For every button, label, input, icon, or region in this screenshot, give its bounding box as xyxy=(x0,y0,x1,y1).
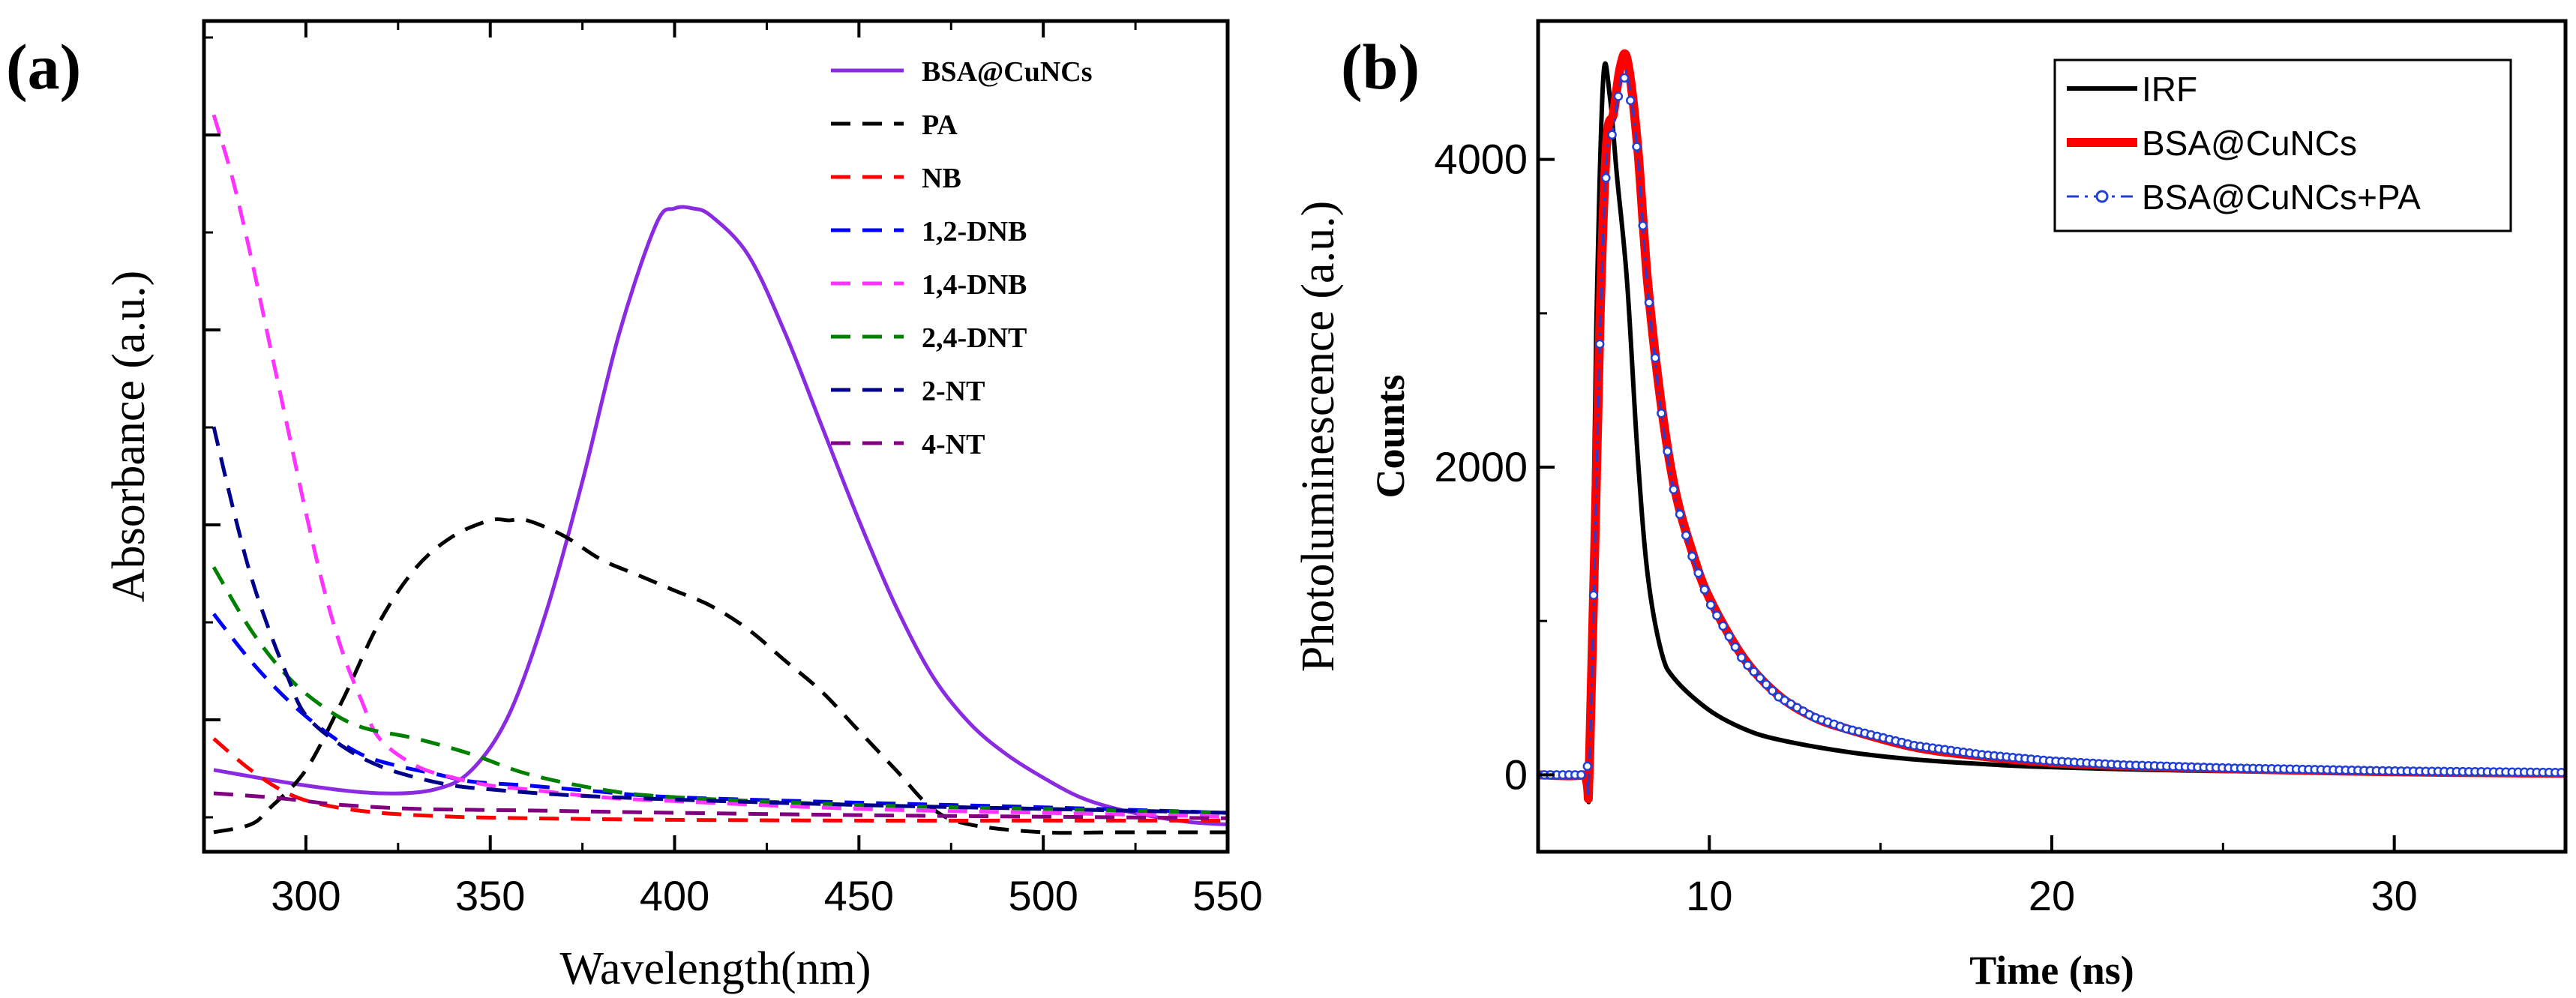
series-marker-bsa-cuncs-pa xyxy=(1594,339,1605,349)
series-marker-bsa-cuncs-pa xyxy=(1657,408,1666,418)
series-marker-bsa-cuncs-pa xyxy=(1737,652,1747,663)
panel-a-series-group xyxy=(211,114,1228,835)
legend-label-pa: PA xyxy=(922,109,958,141)
series-marker-bsa-cuncs-pa xyxy=(1576,770,1586,780)
x-tick-label-300: 300 xyxy=(271,872,340,919)
panel-b-series-group xyxy=(1538,49,2566,805)
legend-label-1-2-dnb: 1,2-DNB xyxy=(922,216,1027,247)
legend-label-bsa-cuncs-pa: BSA@CuNCs+PA xyxy=(2142,178,2421,217)
x-tick-label-20: 20 xyxy=(2029,872,2075,919)
panel-a-y-axis-label: Absorbance (a.u.) xyxy=(103,271,154,602)
series-line-2-nt xyxy=(211,426,1228,815)
x-tick-label-400: 400 xyxy=(640,872,709,919)
panel-b-x-axis-label: Time (ns) xyxy=(1969,948,2134,993)
y-tick-label-0: 0 xyxy=(1504,751,1528,798)
series-marker-bsa-cuncs-pa xyxy=(1681,530,1691,541)
panel-a-legend: BSA@CuNCs PA NB 1,2-DNB 1,4-DNB 2,4-DNT 2-NT 4-… xyxy=(831,56,1093,460)
x-tick-label-30: 30 xyxy=(2371,872,2418,919)
panel-b-label: (b) xyxy=(1341,31,1420,103)
series-line-nb xyxy=(212,737,1228,823)
series-marker-bsa-cuncs-pa xyxy=(1669,484,1679,495)
series-marker-bsa-cuncs-pa xyxy=(1663,446,1672,457)
panel-b-axes: 10 20 30 0 2000 4000 xyxy=(1434,136,2567,919)
series-marker-bsa-cuncs-pa xyxy=(1675,509,1685,520)
series-marker-bsa-cuncs-pa xyxy=(1749,667,1759,676)
series-marker-bsa-cuncs-pa xyxy=(1755,673,1765,683)
panel-b-legend: IRF BSA@CuNCs BSA@CuNCs+PA xyxy=(2053,58,2512,232)
panel-a-plot-frame xyxy=(202,19,1230,854)
panel-a: (a) 300 350 400 450 500 550 Wavelength(nm) Ab… xyxy=(6,19,1263,994)
series-marker-bsa-cuncs-pa xyxy=(1632,142,1642,151)
panel-b-y-axis-label: Counts xyxy=(1368,374,1413,498)
series-marker-bsa-cuncs-pa xyxy=(1712,610,1722,621)
series-marker-bsa-cuncs-pa xyxy=(1644,298,1654,307)
legend-label-4-nt: 4-NT xyxy=(922,429,985,460)
legend-label-bsa-cuncs: BSA@CuNCs xyxy=(922,56,1093,88)
x-tick-label-500: 500 xyxy=(1008,872,1078,919)
panel-b: (b) 10 20 30 0 2000 4000 Time (ns) Counts Pho… xyxy=(1293,19,2568,993)
series-marker-bsa-cuncs-pa xyxy=(1601,173,1611,183)
panel-a-axes: 300 350 400 450 500 550 xyxy=(204,21,1263,919)
series-marker-bsa-cuncs-pa xyxy=(1761,679,1771,689)
series-marker-bsa-cuncs-pa xyxy=(1650,353,1660,363)
series-marker-bsa-cuncs-pa xyxy=(1768,685,1777,696)
series-marker-bsa-cuncs-pa xyxy=(1718,621,1728,631)
series-marker-bsa-cuncs-pa xyxy=(1638,220,1648,231)
panel-b-secondary-y-label: Photoluminescence (a.u.) xyxy=(1293,201,1344,672)
series-line-pa xyxy=(213,517,1228,835)
panel-a-label: (a) xyxy=(6,31,81,103)
x-tick-label-10: 10 xyxy=(1686,872,1732,919)
series-line-1-2-dnb xyxy=(212,613,1228,815)
series-marker-bsa-cuncs-pa xyxy=(1607,130,1617,140)
y-tick-label-2000: 2000 xyxy=(1434,443,1528,490)
legend-label-2-nt: 2-NT xyxy=(922,376,985,407)
y-tick-label-4000: 4000 xyxy=(1434,136,1528,183)
series-marker-bsa-cuncs-pa xyxy=(1613,91,1624,101)
series-marker-bsa-cuncs-pa xyxy=(1699,585,1710,595)
series-marker-bsa-cuncs-pa xyxy=(1693,568,1703,578)
series-marker-bsa-cuncs-pa xyxy=(1619,73,1630,83)
legend-label-irf: IRF xyxy=(2142,70,2197,109)
x-tick-label-450: 450 xyxy=(824,872,894,919)
series-line-1-4-dnb xyxy=(211,114,1228,819)
series-marker-bsa-cuncs-pa xyxy=(1743,660,1753,670)
series-line-4-nt xyxy=(213,791,1228,820)
series-marker-bsa-cuncs-pa xyxy=(1724,631,1735,642)
series-marker-bsa-cuncs-pa xyxy=(1705,600,1716,610)
x-tick-label-350: 350 xyxy=(455,872,525,919)
series-marker-bsa-cuncs-pa xyxy=(1626,95,1636,106)
legend-label-nb: NB xyxy=(922,163,961,194)
series-marker-bsa-cuncs-pa xyxy=(1588,590,1599,601)
series-marker-bsa-cuncs-pa xyxy=(1687,551,1697,562)
legend-label-1-4-dnb: 1,4-DNB xyxy=(922,269,1027,301)
legend-marker-bsa-cuncs-pa xyxy=(2095,190,2109,203)
series-marker-bsa-cuncs-pa xyxy=(1730,642,1741,652)
legend-label-bsa-cuncs: BSA@CuNCs xyxy=(2142,124,2357,163)
series-marker-bsa-cuncs-pa xyxy=(1582,761,1593,772)
x-tick-label-550: 550 xyxy=(1192,872,1262,919)
series-line-2-4-dnt xyxy=(211,566,1228,815)
legend-label-2-4-dnt: 2,4-DNT xyxy=(922,322,1027,354)
series-line-bsa-cuncs xyxy=(213,205,1228,827)
panel-a-x-axis-label: Wavelength(nm) xyxy=(559,943,871,994)
